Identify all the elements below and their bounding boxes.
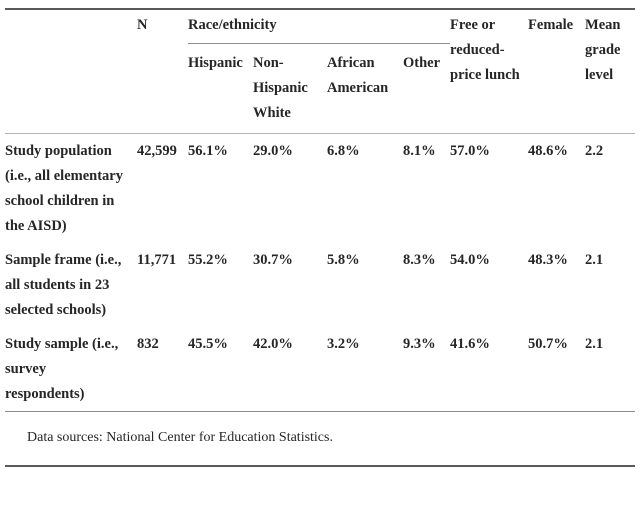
row-label: Study sample (i.e., survey respondents) xyxy=(5,336,119,402)
header-mean-grade-level: Mean grade level xyxy=(585,17,621,83)
row-label: Sample frame (i.e., all students in 23 s… xyxy=(5,252,122,318)
header-female: Female xyxy=(528,17,574,33)
cell-female: 50.7% xyxy=(528,336,568,352)
cell-lunch: 57.0% xyxy=(450,133,529,243)
cell-african-american: 6.8% xyxy=(327,133,403,243)
cell-hispanic: 45.5% xyxy=(188,336,228,352)
table-row-study-sample: Study sample (i.e., survey respondents) … xyxy=(5,327,635,411)
row-label: Study population (i.e., all elementary s… xyxy=(5,133,137,243)
cell-grade: 2.1 xyxy=(585,336,604,352)
cell-lunch: 54.0% xyxy=(450,252,490,268)
cell-other: 8.3% xyxy=(403,252,436,268)
cell-lunch: 41.6% xyxy=(450,336,490,352)
cell-n: 42,599 xyxy=(137,133,188,243)
cell-hispanic: 55.2% xyxy=(188,252,228,268)
header-other: Other xyxy=(403,55,441,71)
cell-grade: 2.1 xyxy=(585,252,604,268)
header-row-top: N Race/ethnicity Free or reduced-price l… xyxy=(5,10,635,83)
cell-n: 11,771 xyxy=(137,252,177,268)
cell-hispanic: 56.1% xyxy=(188,133,253,243)
cell-other: 9.3% xyxy=(403,336,436,352)
table-header: N Race/ethnicity Free or reduced-price l… xyxy=(5,10,635,134)
cell-grade: 2.2 xyxy=(585,133,636,243)
header-non-hispanic-white: Non-Hispanic White xyxy=(253,55,308,121)
header-n: N xyxy=(137,17,148,33)
header-free-reduced-lunch: Free or reduced-price lunch xyxy=(450,17,520,83)
cell-other: 8.1% xyxy=(403,133,451,243)
cell-n: 832 xyxy=(137,336,159,352)
cell-african-american: 5.8% xyxy=(327,252,360,268)
table-row-sample-frame: Sample frame (i.e., all students in 23 s… xyxy=(5,243,635,327)
header-row-label-empty xyxy=(5,10,137,134)
table-body: Study population (i.e., all elementary s… xyxy=(5,133,636,412)
table-row-study-population: Study population (i.e., all elementary s… xyxy=(5,133,636,243)
cell-african-american: 3.2% xyxy=(327,336,360,352)
cell-female: 48.6% xyxy=(528,133,586,243)
cell-non-hispanic-white: 30.7% xyxy=(253,252,293,268)
header-hispanic: Hispanic xyxy=(188,55,243,71)
cell-female: 48.3% xyxy=(528,252,568,268)
header-race-ethnicity-group: Race/ethnicity xyxy=(188,10,451,44)
table-footnote: Data sources: National Center for Educat… xyxy=(5,411,635,465)
cell-non-hispanic-white: 42.0% xyxy=(253,336,293,352)
header-row-race-subcolumns: Hispanic Non-Hispanic White African Amer… xyxy=(5,44,635,134)
header-african-american: African American xyxy=(327,55,389,96)
cell-non-hispanic-white: 29.0% xyxy=(253,133,327,243)
demographics-table: N Race/ethnicity Free or reduced-price l… xyxy=(5,10,636,412)
demographics-table-container: N Race/ethnicity Free or reduced-price l… xyxy=(5,8,636,467)
